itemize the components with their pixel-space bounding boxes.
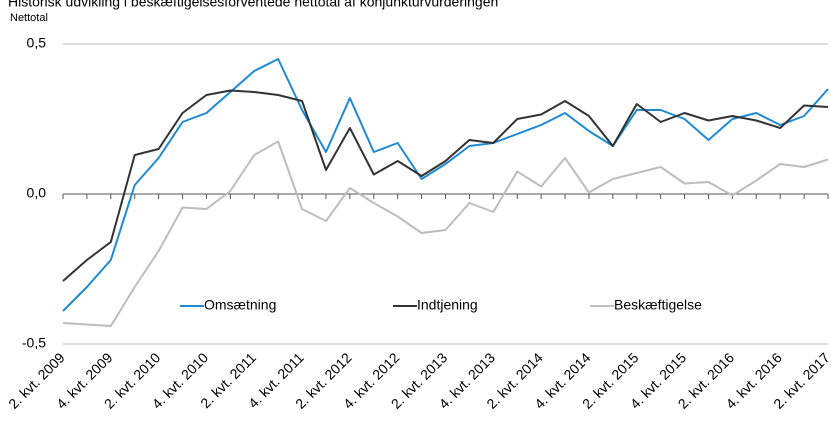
- legend-label: Beskæftigelse: [614, 297, 702, 313]
- y-tick-label: 0,0: [27, 185, 47, 201]
- y-tick-label: 0,5: [27, 35, 47, 51]
- line-series: [62, 58, 829, 312]
- y-tick-label: -0,5: [22, 335, 46, 351]
- legend-label: Omsætning: [204, 297, 276, 313]
- line-series: [62, 89, 829, 282]
- line-series: [62, 140, 829, 327]
- y-axis-label: Nettotal: [10, 12, 48, 24]
- legend-label: Indtjening: [417, 297, 478, 313]
- chart-title: Historisk udvikling i beskæftigelsesforv…: [8, 0, 498, 10]
